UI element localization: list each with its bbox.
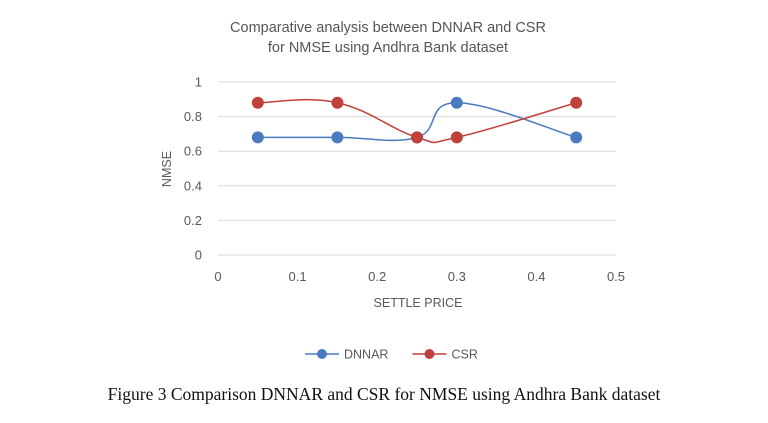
data-point-csr <box>450 131 463 144</box>
data-point-csr <box>570 96 583 109</box>
legend-marker-csr <box>424 349 435 359</box>
y-tick-label: 0.8 <box>184 109 202 124</box>
y-tick-label: 0.2 <box>184 213 202 228</box>
gridlines <box>218 81 616 256</box>
chart-title-line-2: for NMSE using Andhra Bank dataset <box>268 40 508 56</box>
x-tick-label: 0.2 <box>368 269 386 284</box>
data-point-dnnar <box>331 131 344 144</box>
y-tick-label: 1 <box>195 75 202 90</box>
x-axis-title: SETTLE PRICE <box>374 296 463 310</box>
y-axis-title: NMSE <box>160 151 174 187</box>
data-point-csr <box>331 96 344 109</box>
x-tick-label: 0.5 <box>607 269 625 284</box>
data-point-dnnar <box>570 131 583 144</box>
legend-label: DNNAR <box>344 348 388 362</box>
data-point-dnnar <box>450 96 463 109</box>
x-tick-label: 0.4 <box>527 269 545 284</box>
chart-title: Comparative analysis between DNNAR and C… <box>230 20 546 56</box>
legend-label: CSR <box>451 348 477 362</box>
data-point-csr <box>251 96 264 109</box>
legend-item-dnnar: DNNAR <box>305 348 388 362</box>
x-tick-label: 0.1 <box>289 269 307 284</box>
legend-marker-dnnar <box>317 349 327 359</box>
series-csr <box>251 96 583 144</box>
y-tick-label: 0.4 <box>184 178 202 193</box>
y-axis-ticks: 0 0.2 0.4 0.6 0.8 1 <box>184 75 202 263</box>
chart-title-line-1: Comparative analysis between DNNAR and C… <box>230 20 546 36</box>
y-tick-label: 0 <box>195 248 202 263</box>
legend: DNNAR CSR <box>305 348 478 362</box>
line-chart: Comparative analysis between DNNAR and C… <box>160 20 625 362</box>
y-tick-label: 0.6 <box>184 144 202 159</box>
x-tick-label: 0 <box>214 269 221 284</box>
x-tick-label: 0.3 <box>448 269 466 284</box>
data-point-dnnar <box>251 131 264 144</box>
legend-item-csr: CSR <box>412 348 478 362</box>
x-axis-ticks: 0 0.1 0.2 0.3 0.4 0.5 <box>214 269 625 284</box>
data-point-csr <box>411 131 423 144</box>
figure-caption: Figure 3 Comparison DNNAR and CSR for NM… <box>107 384 661 404</box>
series-group <box>251 96 583 144</box>
